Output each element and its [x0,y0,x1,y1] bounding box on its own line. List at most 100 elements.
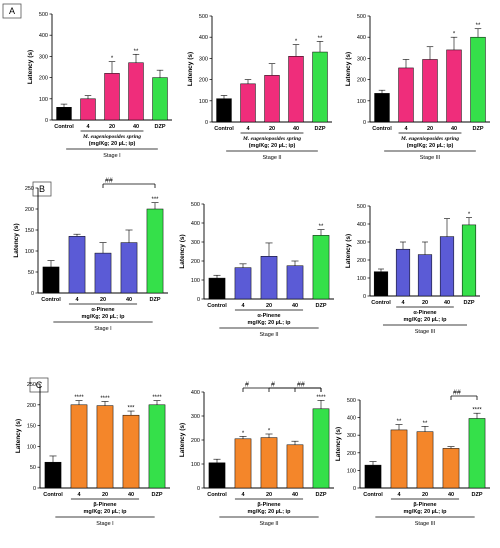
stage-label: Stage I [96,521,114,527]
y-tick-label: 500 [199,14,208,20]
bar-4 [398,67,414,123]
significance-star: ** [476,23,481,29]
x-tick-label: DZP [464,300,475,306]
x-tick-label: 4 [404,126,408,132]
bar-4 [234,267,252,300]
x-tick-label: 40 [292,492,298,498]
significance-star: **** [74,395,84,401]
x-tick-label: 4 [241,492,245,498]
y-tick-label: 300 [199,56,208,62]
bar-dzp [312,235,330,300]
y-tick-label: 300 [39,54,48,60]
y-tick-label: 400 [357,222,366,228]
y-tick-label: 0 [31,291,34,297]
bar-dzp [312,51,328,123]
dose-label: mg/Kg; 20 µL; ip [404,317,448,323]
y-tick-label: 100 [25,249,34,255]
x-tick-label: 40 [451,126,457,132]
x-tick-label: 4 [401,300,405,306]
x-tick-label: 40 [126,297,132,303]
x-tick-label: 40 [292,303,298,309]
chart-a1: 0 100 200 300 400 500 Latency (s) Control 4 * 20 **… [27,12,172,159]
x-tick-label: 20 [422,492,428,498]
y-tick-label: 400 [347,416,356,422]
y-tick-label: 250 [27,382,36,388]
stage-label: Stage II [260,332,279,338]
x-tick-label: DZP [315,126,326,132]
compound-label: M. eugenioposides spring [400,136,459,142]
bar-dzp [152,77,168,121]
significance-star: ** [318,36,323,42]
panel-label-b: B [39,184,45,194]
y-tick-label: 100 [199,99,208,105]
bracket-label: # [245,382,249,389]
x-tick-label: DZP [150,297,161,303]
bar-20 [417,254,433,297]
bar-control [374,93,390,123]
x-tick-label: Control [207,303,227,309]
y-tick-label: 0 [353,486,356,492]
y-axis-label: Latency (s) [179,234,186,268]
y-axis-label: Latency (s) [27,50,34,84]
y-tick-label: 50 [30,465,36,471]
bar-4 [395,248,411,297]
dose-label: mg/Kg; 20 µL; ip [248,320,292,326]
significance-star: ** [319,224,324,230]
y-tick-label: 0 [197,297,200,303]
compound-label: α-Pinene [91,307,114,313]
stage-label: Stage III [415,329,436,335]
panel-label-box-b [32,181,52,197]
significance-star: * [453,32,456,38]
bar-40 [286,265,304,300]
stage-label: Stage I [94,326,112,332]
bar-40 [122,414,140,489]
x-tick-label: 4 [75,297,79,303]
y-tick-label: 300 [191,414,200,420]
bar-20 [94,252,112,294]
y-tick-label: 0 [205,120,208,126]
y-tick-label: 0 [45,118,48,124]
y-tick-label: 100 [27,444,36,450]
y-tick-label: 0 [33,486,36,492]
stage-label: Stage III [420,155,441,161]
x-tick-label: Control [54,124,74,130]
chart-b3: 0 100 200 300 400 500 Latency (s) Control 4 20 40 *… [345,204,480,335]
x-tick-label: 4 [397,492,401,498]
bar-40 [439,236,455,297]
y-tick-label: 150 [25,228,34,234]
significance-star: *** [151,197,159,203]
significance-star: * [111,56,114,62]
x-tick-label: 40 [444,300,450,306]
y-tick-label: 100 [347,468,356,474]
x-tick-label: 4 [241,303,245,309]
panel-label-c: C [36,380,43,390]
x-tick-label: DZP [316,303,327,309]
significance-star: ** [423,421,428,427]
x-tick-label: 4 [77,492,81,498]
x-tick-label: Control [214,126,234,132]
y-tick-label: 500 [347,398,356,404]
y-tick-label: 0 [363,294,366,300]
x-tick-label: Control [41,297,61,303]
y-tick-label: 0 [197,486,200,492]
bar-40 [288,56,304,123]
y-tick-label: 0 [363,120,366,126]
x-tick-label: DZP [472,492,483,498]
bar-control [56,107,72,121]
stage-label: Stage I [103,153,121,159]
chart-a2: 0 100 200 300 400 500 Latency (s) Control 4 20 * 40… [187,14,332,161]
y-tick-label: 200 [27,403,36,409]
significance-star: * [268,429,271,435]
bar-dzp [312,408,330,489]
bar-dzp [470,36,486,123]
y-axis-label: Latency (s) [345,234,352,268]
x-tick-label: Control [371,300,391,306]
bar-40 [442,448,460,489]
y-tick-label: 200 [199,78,208,84]
y-tick-label: 300 [357,240,366,246]
bar-20 [260,256,278,300]
y-tick-label: 250 [25,186,34,192]
y-tick-label: 200 [191,438,200,444]
x-tick-label: 20 [102,492,108,498]
